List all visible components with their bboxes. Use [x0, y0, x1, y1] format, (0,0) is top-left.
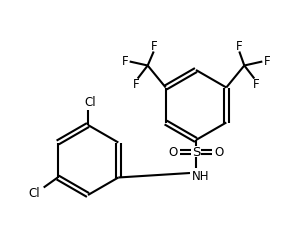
- Text: F: F: [236, 40, 243, 53]
- Text: O: O: [168, 146, 178, 158]
- Text: Cl: Cl: [84, 97, 96, 109]
- Text: F: F: [121, 55, 128, 68]
- Text: F: F: [264, 55, 271, 68]
- Text: S: S: [192, 146, 200, 158]
- Text: Cl: Cl: [28, 187, 40, 200]
- Text: NH: NH: [192, 170, 210, 182]
- Text: O: O: [214, 146, 224, 158]
- Text: F: F: [253, 78, 260, 91]
- Text: F: F: [150, 40, 157, 53]
- Text: F: F: [132, 78, 139, 91]
